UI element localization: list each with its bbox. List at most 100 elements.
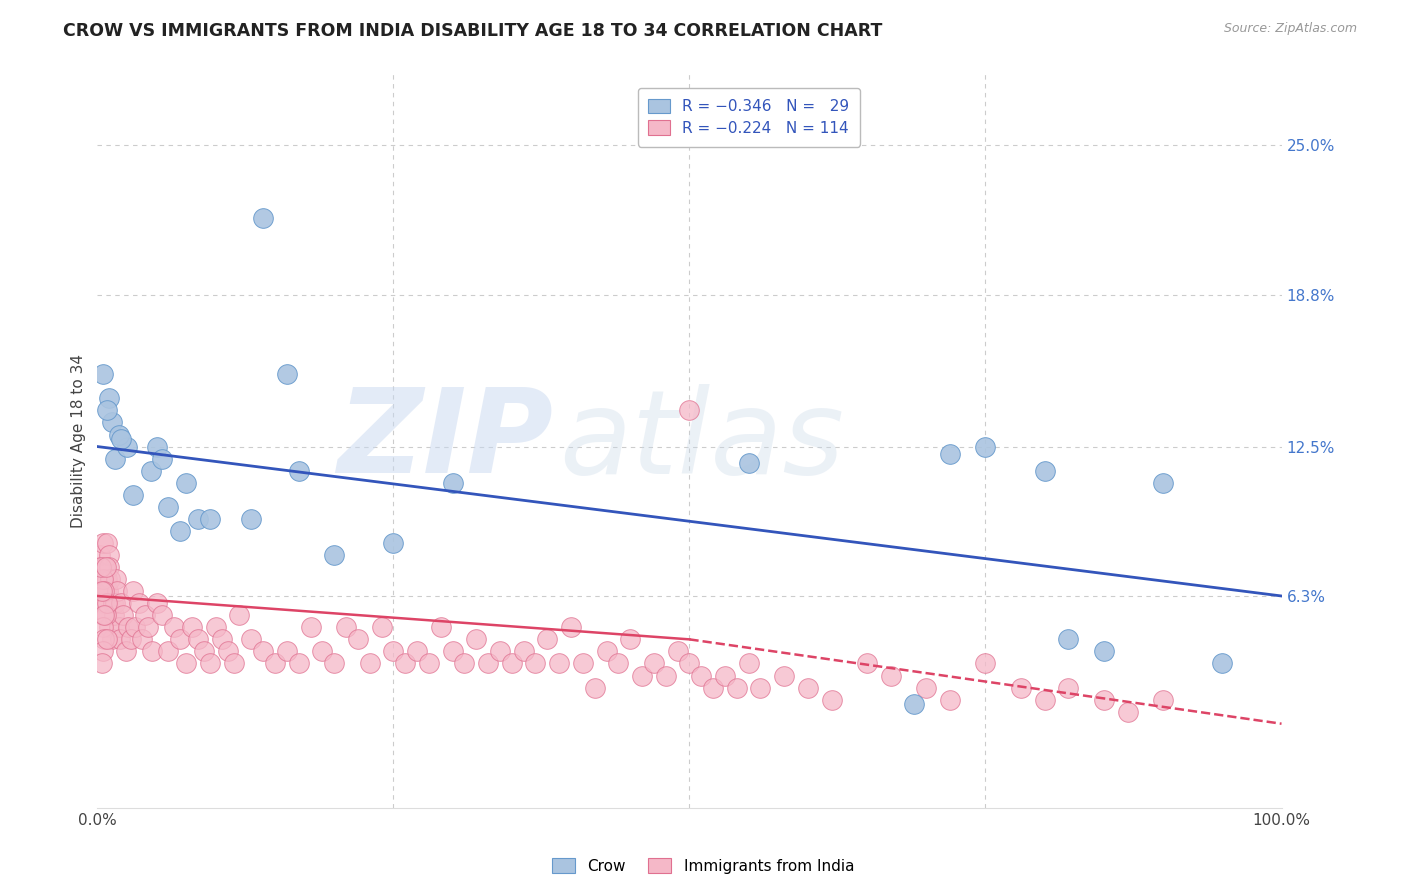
Point [174,657,197,671]
Point [299,620,322,634]
Point [93,584,115,599]
Point [1092,644,1115,658]
Point [110,596,132,610]
Point [108,632,131,647]
Point [714,668,737,682]
Point [98,548,121,562]
Point [122,488,145,502]
Point [903,698,925,712]
Point [104,451,127,466]
Point [145,596,167,610]
Point [91,368,114,382]
Point [90,572,112,586]
Point [152,451,174,466]
Point [97,584,120,599]
Point [222,657,245,671]
Point [441,475,464,490]
Point [157,644,180,658]
Point [105,572,128,586]
Point [1152,475,1174,490]
Point [1033,692,1056,706]
Point [974,440,997,454]
Point [174,475,197,490]
Point [120,632,142,647]
Point [98,560,121,574]
Point [370,620,392,634]
Point [107,427,129,442]
Point [93,560,115,574]
Point [91,596,114,610]
Point [429,620,451,634]
Point [107,584,129,599]
Point [97,620,120,634]
Point [323,657,346,671]
Point [93,632,115,647]
Point [187,512,209,526]
Point [134,608,156,623]
Point [347,632,370,647]
Point [1116,705,1139,719]
Point [678,403,700,417]
Point [169,524,191,538]
Point [548,657,571,671]
Text: ZIP: ZIP [337,383,553,498]
Point [90,560,112,574]
Point [643,657,665,671]
Point [773,668,796,682]
Point [856,657,879,671]
Point [619,632,641,647]
Point [91,657,114,671]
Point [89,572,111,586]
Point [104,596,127,610]
Point [96,632,118,647]
Point [501,657,523,671]
Point [112,608,135,623]
Point [382,536,405,550]
Point [96,584,118,599]
Point [489,644,512,658]
Point [98,392,121,406]
Point [737,457,759,471]
Point [128,596,150,610]
Point [107,620,129,634]
Point [820,692,842,706]
Point [702,681,724,695]
Point [276,644,298,658]
Point [607,657,630,671]
Point [394,657,416,671]
Point [96,536,118,550]
Point [169,632,191,647]
Point [124,620,146,634]
Point [406,644,429,658]
Point [939,447,962,461]
Point [572,657,595,671]
Point [240,512,263,526]
Point [100,416,122,430]
Point [252,644,274,658]
Point [287,464,309,478]
Point [631,668,654,682]
Point [749,681,772,695]
Point [382,644,405,658]
Point [152,608,174,623]
Point [181,620,204,634]
Point [93,608,115,623]
Point [110,433,132,447]
Point [311,644,333,658]
Point [264,657,287,671]
Point [725,681,748,695]
Point [595,644,617,658]
Point [666,644,689,658]
Point [655,668,678,682]
Point [131,632,153,647]
Point [1211,657,1233,671]
Point [103,608,125,623]
Point [228,608,250,623]
Point [91,584,114,599]
Point [359,657,381,671]
Point [974,657,997,671]
Point [91,620,114,634]
Point [94,608,117,623]
Point [536,632,558,647]
Point [193,644,215,658]
